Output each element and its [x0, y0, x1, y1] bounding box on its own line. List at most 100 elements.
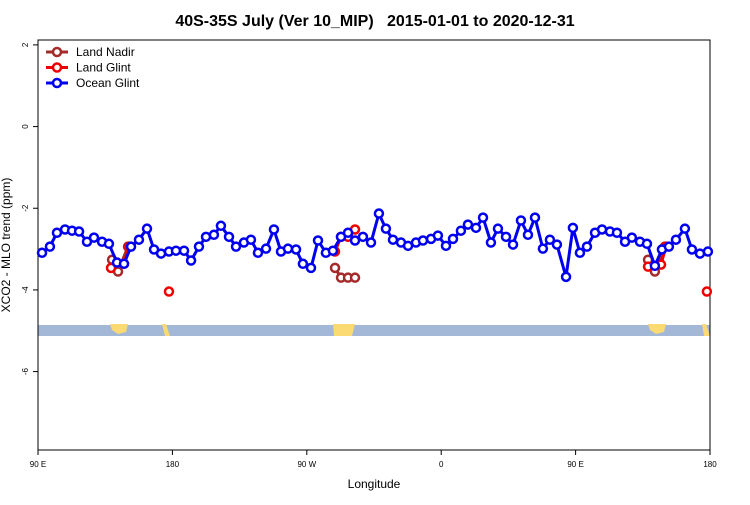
y-tick-label: 0	[21, 124, 30, 129]
data-point	[581, 241, 593, 252]
data-point	[373, 208, 385, 219]
data-point	[230, 241, 242, 252]
data-point	[88, 232, 100, 243]
x-tick-label: 90 E	[567, 460, 583, 469]
x-axis-label: Longitude	[348, 477, 401, 491]
x-tick-label: 180	[166, 460, 180, 469]
land-shape	[110, 324, 128, 334]
legend-label: Land Nadir	[76, 45, 135, 59]
data-point	[477, 212, 489, 223]
data-point	[193, 241, 205, 252]
legend-marker	[51, 46, 63, 58]
data-point	[223, 231, 235, 243]
data-point	[245, 234, 257, 245]
data-point	[51, 227, 63, 238]
data-point	[686, 244, 698, 255]
x-tick-label: 90 W	[297, 460, 316, 469]
data-point	[349, 272, 361, 283]
data-point	[215, 220, 227, 232]
data-point	[118, 258, 130, 270]
data-point	[649, 260, 661, 272]
data-point	[432, 230, 444, 241]
data-point	[560, 271, 572, 283]
data-point	[462, 219, 474, 230]
data-point	[626, 232, 638, 243]
data-point	[290, 244, 302, 255]
data-point	[702, 246, 714, 257]
y-tick-label: 2	[21, 42, 30, 47]
data-point	[260, 243, 272, 254]
data-point	[327, 245, 339, 256]
data-point	[663, 241, 675, 252]
data-point	[163, 286, 175, 297]
data-point	[670, 234, 682, 245]
data-point	[36, 247, 48, 259]
data-point	[357, 231, 369, 243]
y-tick-label: -6	[21, 367, 30, 375]
legend-label: Ocean Glint	[76, 76, 140, 90]
data-point	[329, 262, 341, 274]
data-point	[507, 239, 519, 250]
data-point	[141, 223, 153, 234]
data-point	[178, 245, 190, 256]
series-line	[111, 230, 707, 292]
data-point	[387, 234, 399, 245]
data-point	[297, 258, 309, 270]
x-tick-label: 90 E	[30, 460, 46, 469]
data-point	[447, 233, 459, 245]
data-point	[641, 238, 653, 250]
data-point	[529, 212, 541, 223]
y-tick-label: -2	[21, 204, 30, 212]
data-point	[268, 224, 280, 235]
data-point	[567, 222, 579, 234]
data-point	[73, 226, 85, 237]
data-point	[208, 229, 220, 241]
legend-label: Land Glint	[76, 61, 131, 75]
plot-frame	[37, 39, 711, 451]
ocean-strip	[38, 325, 710, 336]
data-point	[537, 243, 549, 254]
land-band	[38, 324, 710, 336]
data-point	[365, 237, 377, 248]
data-point	[544, 234, 556, 245]
data-point	[312, 235, 324, 246]
land-shape	[648, 324, 666, 334]
data-point	[440, 240, 452, 252]
legend-marker	[51, 62, 63, 73]
data-point	[133, 234, 145, 245]
data-point	[252, 247, 264, 259]
data-point	[417, 235, 429, 246]
legend-marker	[51, 77, 63, 89]
data-point	[103, 238, 115, 250]
data-point	[515, 215, 527, 226]
data-point	[611, 227, 623, 238]
y-axis-label: XCO2 - MLO trend (ppm)	[0, 178, 13, 313]
data-point	[282, 243, 294, 254]
data-point	[185, 255, 197, 266]
x-tick-label: 180	[703, 460, 717, 469]
data-point	[305, 262, 317, 274]
y-tick-label: -4	[21, 286, 30, 294]
data-point	[679, 223, 691, 234]
data-point	[500, 231, 512, 243]
data-point	[380, 223, 392, 234]
data-point	[349, 235, 361, 246]
chart-title: 40S-35S July (Ver 10_MIP) 2015-01-01 to …	[175, 13, 574, 30]
data-point	[574, 247, 586, 259]
land-shape	[702, 324, 710, 336]
data-point	[170, 245, 182, 256]
data-point	[492, 223, 504, 234]
x-tick-label: 0	[439, 460, 444, 469]
data-point	[44, 241, 56, 252]
data-point	[455, 225, 467, 236]
land-shape	[162, 324, 170, 336]
data-point	[485, 237, 497, 248]
data-point	[125, 241, 137, 252]
data-point	[342, 227, 354, 238]
data-point	[551, 239, 563, 250]
data-point	[470, 222, 482, 234]
data-point	[522, 229, 534, 241]
land-shape	[333, 324, 355, 336]
data-point	[701, 286, 713, 297]
